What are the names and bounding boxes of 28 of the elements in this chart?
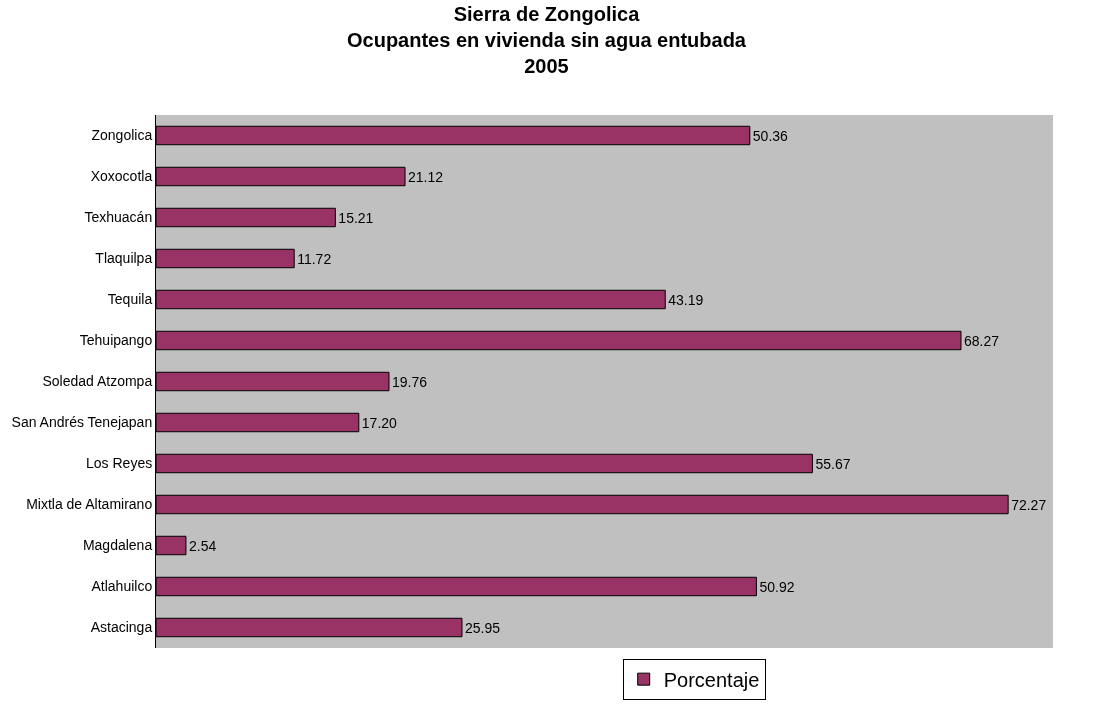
y-tick-label: San Andrés Tenejapan: [11, 414, 153, 431]
data-label: 25.95: [464, 619, 501, 636]
chart-title: Sierra de Zongolica Ocupantes en vivienda sin agua entubada 2005: [347, 3, 747, 78]
y-tick-label: Mixtla de Altamirano: [26, 496, 153, 513]
data-label: 2.54: [188, 537, 217, 554]
y-tick-label: Tehuipango: [79, 332, 153, 349]
data-label: 55.67: [815, 455, 851, 472]
legend-label: Porcentaje: [663, 668, 760, 691]
y-tick-label: Xoxocotla: [90, 168, 153, 185]
data-label: 11.72: [297, 250, 332, 267]
y-tick-label: Tlaquilpa: [95, 250, 153, 267]
data-label: 17.20: [361, 414, 398, 431]
data-label: 43.19: [668, 291, 704, 308]
y-tick-label: Soledad Atzompa: [42, 373, 153, 390]
y-tick-label: Atlahuilco: [91, 578, 153, 595]
y-tick-label: Zongolica: [91, 127, 153, 144]
data-label: 50.36: [752, 127, 789, 144]
data-label: 50.92: [759, 578, 795, 595]
data-label: 68.27: [963, 332, 1000, 349]
data-label: 15.21: [338, 209, 374, 226]
data-label: 72.27: [1011, 496, 1047, 513]
data-label: 19.76: [391, 373, 428, 390]
y-tick-label: Tequila: [107, 291, 153, 308]
y-tick-label: Astacinga: [90, 619, 153, 636]
y-tick-label: Los Reyes: [86, 455, 153, 472]
y-tick-label: Magdalena: [82, 537, 153, 554]
data-label: 21.12: [408, 168, 444, 185]
y-tick-label: Texhuacán: [84, 209, 153, 226]
